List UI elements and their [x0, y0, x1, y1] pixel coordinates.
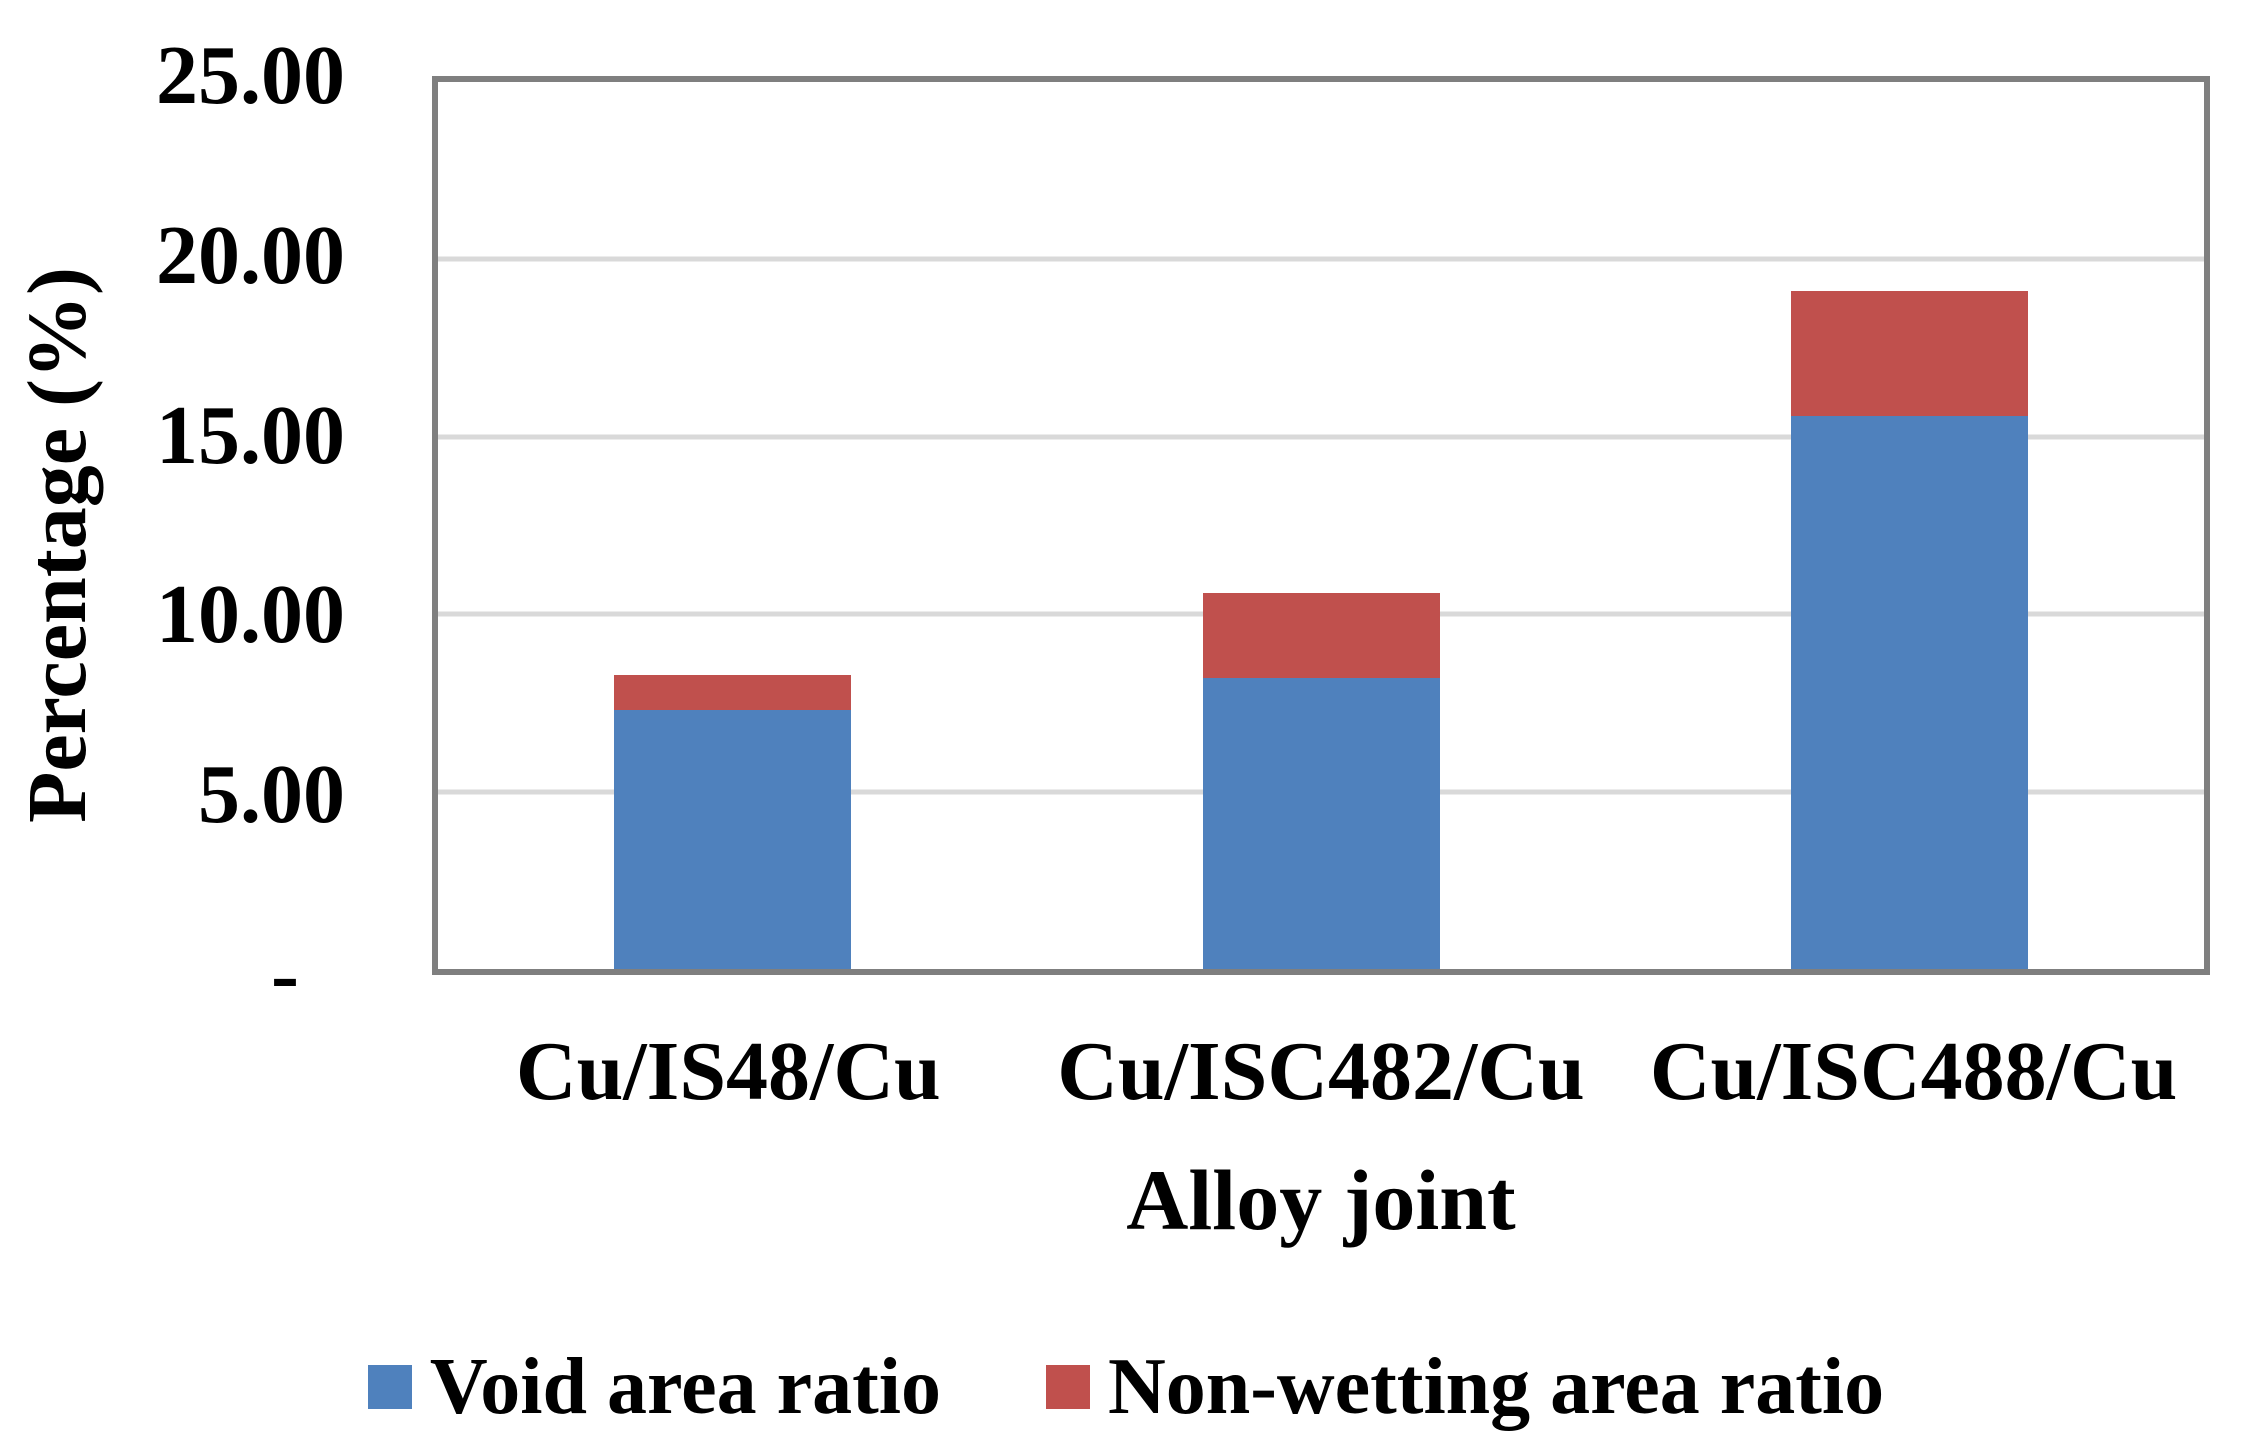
bar-stack-cu-isc488-cu: [1791, 82, 2029, 969]
bar-segment-void-area-ratio: [1791, 415, 2029, 969]
legend-swatch-void-area-ratio: [367, 1365, 412, 1409]
legend-swatch-non-wetting-area-ratio: [1045, 1365, 1090, 1409]
bar-stack-cu-isc482-cu: [1202, 82, 1440, 969]
x-category-label-cu-isc482-cu: Cu/ISC482/Cu: [1057, 1025, 1585, 1118]
y-tick-label: -: [271, 928, 299, 1021]
legend-label: Non-wetting area ratio: [1107, 1343, 1885, 1431]
y-tick-label: 20.00: [156, 208, 345, 302]
x-category-label-cu-is48-cu: Cu/IS48/Cu: [515, 1025, 941, 1118]
legend: Void area ratio Non-wetting area ratio: [0, 1337, 2252, 1437]
plot-area: [432, 76, 2210, 975]
bar-segment-void-area-ratio: [1202, 678, 1440, 969]
bar-segment-non-wetting-area-ratio: [1202, 592, 1440, 679]
gridline: [438, 434, 2204, 440]
bar-segment-non-wetting-area-ratio: [613, 674, 851, 710]
y-tick-label: 10.00: [156, 568, 345, 662]
y-axis-title: Percentage (%): [11, 267, 104, 823]
bar-segment-non-wetting-area-ratio: [1791, 291, 2029, 416]
legend-item-void-area-ratio: Void area ratio: [367, 1343, 941, 1431]
bar-segment-void-area-ratio: [613, 710, 851, 969]
gridline: [438, 256, 2204, 262]
y-tick-label: 5.00: [198, 748, 345, 842]
x-category-label-cu-isc488-cu: Cu/ISC488/Cu: [1649, 1025, 2178, 1118]
legend-item-non-wetting-area-ratio: Non-wetting area ratio: [1045, 1343, 1885, 1431]
legend-label: Void area ratio: [429, 1343, 941, 1431]
y-tick-label: 25.00: [156, 29, 345, 122]
bar-stack-cu-is48-cu: [613, 82, 851, 969]
y-tick-label: 15.00: [156, 388, 345, 482]
x-axis-title: Alloy joint: [1126, 1152, 1516, 1248]
